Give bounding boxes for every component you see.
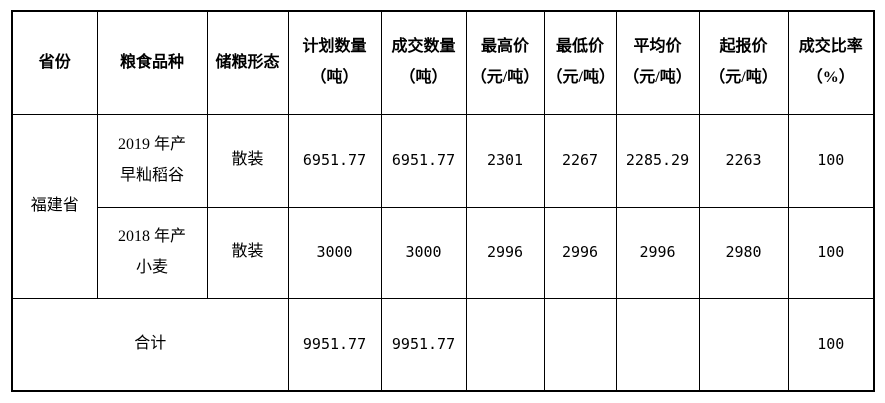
max-price-cell: 2301 [465, 113, 545, 208]
total-row: 合计 9951.77 9951.77 100 [11, 297, 875, 392]
grain-auction-results-table: 省份 粮食品种 储粮形态 计划数量 （吨） 成交数量 （吨） 最高价 （元/吨）… [11, 10, 875, 392]
planned-qty-cell: 3000 [287, 206, 382, 299]
header-cell-min-price: 最低价 （元/吨） [543, 10, 617, 115]
header-cell-start-price: 起报价 （元/吨） [698, 10, 789, 115]
min-price-cell: 2267 [543, 113, 617, 208]
document-page: 省份 粮食品种 储粮形态 计划数量 （吨） 成交数量 （吨） 最高价 （元/吨）… [0, 10, 885, 403]
traded-ratio-cell: 100 [787, 206, 875, 299]
table-row: 福建省 2019 年产 早籼稻谷 散装 6951.77 6951.77 2301… [11, 113, 875, 299]
province-cell: 福建省 [11, 113, 98, 299]
start-price-cell: 2980 [698, 206, 789, 299]
header-cell-traded-ratio: 成交比率 （%） [787, 10, 875, 115]
total-min-price-cell [543, 297, 617, 392]
table-header-row: 省份 粮食品种 储粮形态 计划数量 （吨） 成交数量 （吨） 最高价 （元/吨）… [11, 10, 875, 115]
traded-qty-cell: 6951.77 [380, 113, 467, 208]
total-planned-qty-cell: 9951.77 [287, 297, 382, 392]
avg-price-cell: 2996 [615, 206, 700, 299]
header-cell-max-price: 最高价 （元/吨） [465, 10, 545, 115]
traded-ratio-cell: 100 [787, 113, 875, 208]
header-cell-traded-qty: 成交数量 （吨） [380, 10, 467, 115]
total-max-price-cell [465, 297, 545, 392]
storage-form-cell: 散装 [206, 206, 289, 299]
storage-form-cell: 散装 [206, 113, 289, 208]
total-traded-qty-cell: 9951.77 [380, 297, 467, 392]
header-cell-planned-qty: 计划数量 （吨） [287, 10, 382, 115]
start-price-cell: 2263 [698, 113, 789, 208]
min-price-cell: 2996 [543, 206, 617, 299]
variety-cell: 2019 年产 早籼稻谷 [96, 113, 208, 208]
traded-qty-cell: 3000 [380, 206, 467, 299]
table-row: 2018 年产 小麦 散装 3000 3000 2996 2996 2996 2… [12, 206, 875, 299]
header-cell-storage-form: 储粮形态 [206, 10, 289, 115]
avg-price-cell: 2285.29 [615, 113, 700, 208]
header-cell-variety: 粮食品种 [96, 10, 208, 115]
planned-qty-cell: 6951.77 [287, 113, 382, 208]
max-price-cell: 2996 [465, 206, 545, 299]
total-label-cell: 合计 [11, 297, 289, 392]
total-avg-price-cell [615, 297, 700, 392]
total-start-price-cell [698, 297, 789, 392]
total-traded-ratio-cell: 100 [787, 297, 875, 392]
header-cell-avg-price: 平均价 （元/吨） [615, 10, 700, 115]
header-cell-province: 省份 [11, 10, 98, 115]
variety-cell: 2018 年产 小麦 [96, 206, 208, 299]
